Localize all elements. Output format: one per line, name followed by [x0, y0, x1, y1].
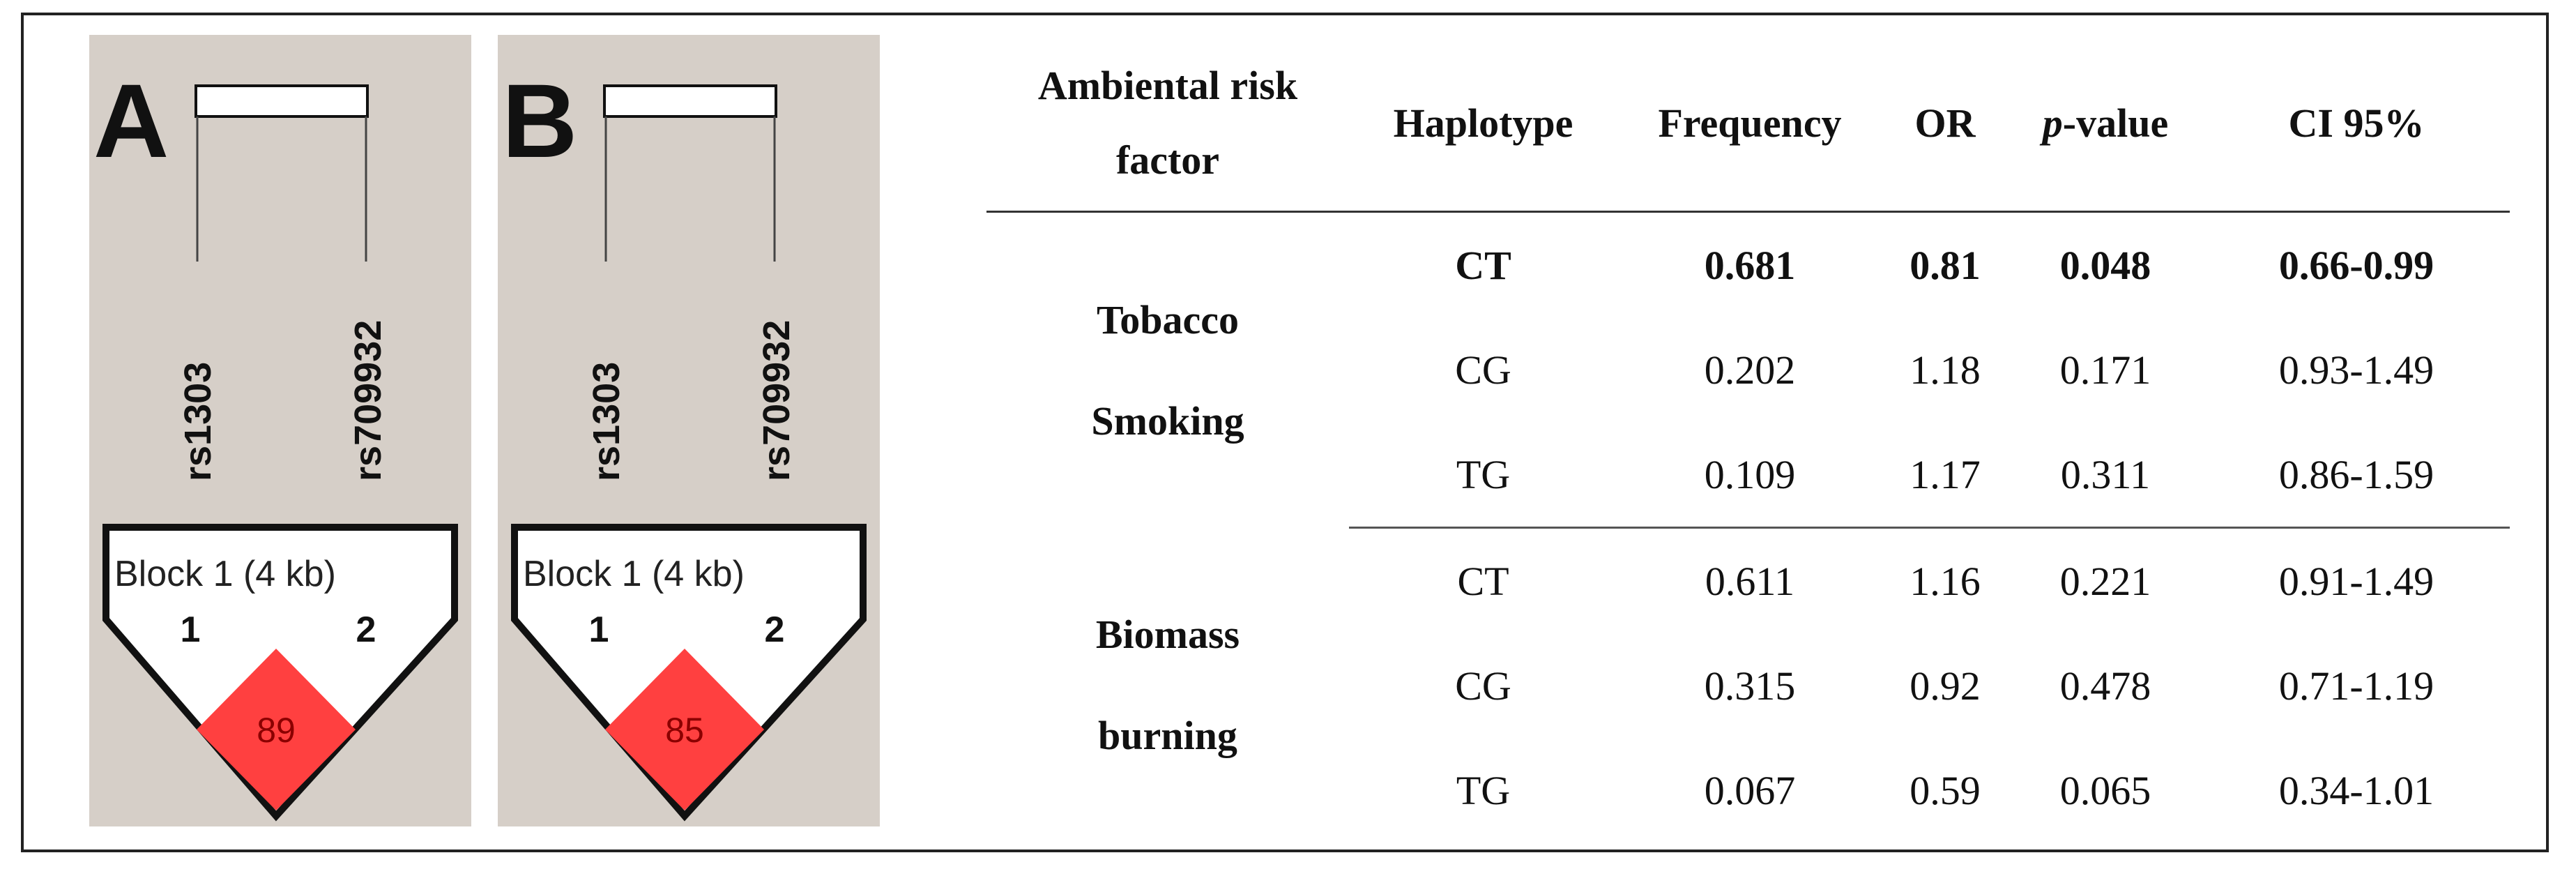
table-header-row: Ambiental risk factor Haplotype Frequenc…: [986, 35, 2510, 213]
snp-label-1: rs1303: [586, 362, 627, 481]
factor-line2: Smoking: [1091, 398, 1244, 444]
ld-value: 85: [665, 711, 704, 750]
header-pvalue-rest: -value: [2062, 100, 2169, 146]
ld-plot-panel-b: B rs1303 rs709932 Block 1 (4 kb) 1 2 85: [498, 35, 880, 826]
factor-cell: Biomass burning: [986, 528, 1349, 843]
panel-letter: B: [502, 62, 577, 179]
cell-or: 0.59: [1910, 767, 1981, 813]
table-row: Biomass burning CT 0.611 1.16 0.221 0.91…: [986, 528, 2510, 759]
cell-or: 0.81: [1910, 242, 1981, 288]
cell-ci: 0.93-1.49: [2278, 347, 2434, 393]
cell-ci: 0.91-1.49: [2278, 558, 2434, 604]
header-haplotype: Haplotype: [1349, 35, 1617, 213]
cell-or: 0.92: [1910, 663, 1981, 709]
marker-2: 2: [765, 610, 785, 650]
cell-or: 1.16: [1910, 558, 1981, 604]
snp-label-2: rs709932: [756, 320, 798, 481]
cell-pvalue: 0.048: [2059, 242, 2151, 288]
cell-or: 1.18: [1910, 347, 1981, 393]
factor-line2: burning: [1098, 713, 1237, 759]
cell-haplotype: TG: [1349, 422, 1617, 529]
cell-pvalue: 0.221: [2059, 558, 2151, 604]
table-row: CG 0.315 0.92 0.478 0.71-1.19: [986, 633, 2510, 738]
gene-bar: [195, 84, 369, 118]
cell-pvalue: 0.478: [2059, 663, 2151, 709]
table-row: Tobacco Smoking CT 0.681 0.81 0.048 0.66…: [986, 212, 2510, 444]
cell-pvalue: 0.065: [2059, 767, 2151, 813]
header-frequency: Frequency: [1617, 35, 1882, 213]
cell-frequency: 0.067: [1704, 767, 1796, 813]
header-ci: CI 95%: [2203, 35, 2510, 213]
table-row: TG 0.067 0.59 0.065 0.34-1.01: [986, 738, 2510, 843]
ld-cell: [197, 649, 356, 810]
cell-ci: 0.66-0.99: [2278, 242, 2434, 288]
snp-label-2: rs709932: [347, 320, 389, 481]
cell-frequency: 0.315: [1704, 663, 1796, 709]
cell-haplotype: CT: [1457, 558, 1509, 604]
cell-pvalue: 0.311: [2008, 422, 2203, 529]
header-pvalue: p-value: [2008, 35, 2203, 213]
table-row: TG 0.109 1.17 0.311 0.86-1.59: [986, 422, 2510, 529]
ld-value: 89: [257, 711, 296, 750]
cell-frequency: 0.202: [1704, 347, 1796, 393]
snp-label-1: rs1303: [177, 362, 219, 481]
panel-letter: A: [93, 62, 169, 179]
cell-haplotype: CG: [1455, 347, 1511, 393]
marker-1: 1: [589, 610, 609, 650]
cell-haplotype: CG: [1455, 663, 1511, 709]
cell-frequency: 0.109: [1617, 422, 1882, 529]
ld-plot-panel-a: A rs1303 rs709932 Block 1 (4 kb) 1 2 89: [89, 35, 471, 826]
marker-1: 1: [181, 610, 201, 650]
header-factor: Ambiental risk factor: [986, 35, 1349, 213]
cell-pvalue: 0.171: [2059, 347, 2151, 393]
header-pvalue-italic: p: [2042, 100, 2063, 146]
cell-ci: 0.34-1.01: [2278, 767, 2434, 813]
factor-line1: Biomass: [1095, 612, 1240, 658]
cell-haplotype: CT: [1455, 242, 1511, 288]
cell-ci: 0.86-1.59: [2203, 422, 2510, 529]
block-label: Block 1 (4 kb): [523, 554, 745, 594]
cell-frequency: 0.611: [1705, 558, 1795, 604]
table-row: CG 0.202 1.18 0.171 0.93-1.49: [986, 317, 2510, 422]
block-label: Block 1 (4 kb): [114, 554, 336, 594]
gene-bar: [603, 84, 777, 118]
header-factor-line2: factor: [1115, 137, 1220, 183]
ld-cell: [605, 649, 764, 810]
factor-line1: Tobacco: [1096, 296, 1240, 342]
cell-ci: 0.71-1.19: [2278, 663, 2434, 709]
marker-2: 2: [356, 610, 376, 650]
figure-frame: [21, 13, 2549, 852]
cell-haplotype: TG: [1456, 767, 1511, 813]
haplotype-table: Ambiental risk factor Haplotype Frequenc…: [986, 35, 2510, 843]
factor-cell: Tobacco Smoking: [986, 212, 1349, 528]
cell-or: 1.17: [1882, 422, 2008, 529]
header-factor-line1: Ambiental risk: [1037, 63, 1298, 108]
header-or: OR: [1882, 35, 2008, 213]
cell-frequency: 0.681: [1704, 242, 1796, 288]
